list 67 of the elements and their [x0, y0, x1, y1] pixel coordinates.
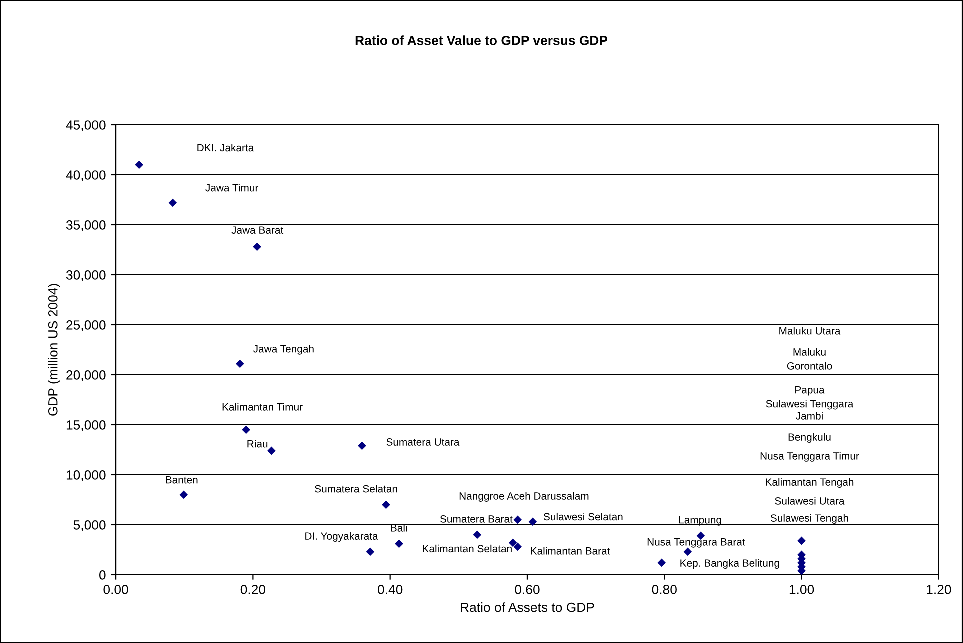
annotation: Jawa Timur: [206, 184, 259, 192]
annotation: DKI. Jakarta: [198, 144, 254, 152]
point: [514, 542, 522, 552]
point: [798, 536, 806, 546]
point: [358, 442, 366, 450]
point: [236, 360, 244, 368]
x-tick-label: 0.20: [240, 585, 266, 594]
point: [658, 558, 666, 568]
point: [135, 160, 144, 170]
point: [684, 548, 692, 556]
point: [395, 540, 404, 548]
x-tick-label: 1.20: [927, 585, 952, 594]
annotation: Sulawesi Utara: [775, 497, 845, 505]
annotation: Kep. Bangka Belitung: [680, 559, 780, 570]
annotation: Sumatera Utara: [386, 438, 460, 446]
y-tick-label: 35,000: [66, 220, 106, 232]
y-tick-label: 15,000: [66, 420, 106, 432]
annotation: Lampung: [679, 516, 722, 526]
x-tick-label: 1.00: [790, 585, 814, 594]
annotation: Kalimantan Timur: [222, 403, 303, 411]
point: [242, 426, 250, 434]
annotation: Sulawesi Tengah: [770, 514, 848, 524]
x-tick-label: 0.00: [104, 585, 128, 594]
point: [253, 242, 262, 252]
annotation: DI. Yogyakarata: [306, 532, 378, 542]
annotation: Sumatera Selatan: [315, 485, 398, 493]
annotation: Jambi: [796, 412, 823, 420]
point: [180, 490, 188, 500]
annotation: Gorontalo: [787, 362, 832, 370]
point: [268, 446, 276, 456]
annotation: Jawa Barat: [232, 226, 284, 234]
annotation: Maluku Utara: [780, 327, 841, 335]
y-axis-title: GDP (million US 2004): [48, 284, 60, 416]
point: [366, 548, 375, 556]
annotation: Jawa Tengah: [253, 345, 314, 355]
y-tick-label: 40,000: [66, 170, 106, 182]
point: [168, 198, 178, 208]
annotation: Kalimantan Tengah: [766, 478, 854, 488]
y-tick-label: 30,000: [66, 270, 106, 282]
point: [528, 518, 538, 526]
annotation: Bengkulu: [788, 433, 831, 444]
y-tick-label: 5,000: [74, 520, 106, 532]
annotation: Sulawesi Tenggara: [766, 400, 854, 410]
annotation: Sulawesi Selatan: [544, 512, 623, 521]
annotation: Riau: [248, 440, 268, 448]
annotation: Kalimantan Selatan: [423, 544, 512, 553]
x-tick-label: 0.60: [515, 585, 540, 594]
y-tick-label: 0: [99, 570, 106, 580]
annotation: Nusa Tenggara Timur: [760, 452, 860, 462]
annotation: Nanggroe Aceh Darussalam: [460, 492, 589, 502]
y-tick-label: 45,000: [66, 120, 106, 132]
y-tick-label: 10,000: [66, 470, 106, 482]
point: [473, 530, 482, 540]
annotation: Sumatera Barat: [440, 515, 513, 523]
x-axis-title: Ratio of Assets to GDP: [461, 602, 594, 612]
point: [382, 500, 390, 510]
chart-title: Ratio of Asset Value to GDP versus GDP: [356, 36, 608, 46]
annotation: Kalimantan Barat: [531, 547, 610, 555]
x-tick-label: 0.80: [652, 585, 677, 594]
annotation: Papua: [796, 386, 825, 396]
y-tick-label: 25,000: [66, 320, 106, 332]
annotation: Maluku: [794, 348, 826, 356]
y-tick-label: 20,000: [66, 370, 106, 382]
annotation: Banten: [166, 476, 198, 484]
point: [514, 516, 522, 524]
annotation: Nusa Tenggara Barat: [648, 538, 746, 548]
x-tick-label: 0.40: [378, 585, 403, 594]
